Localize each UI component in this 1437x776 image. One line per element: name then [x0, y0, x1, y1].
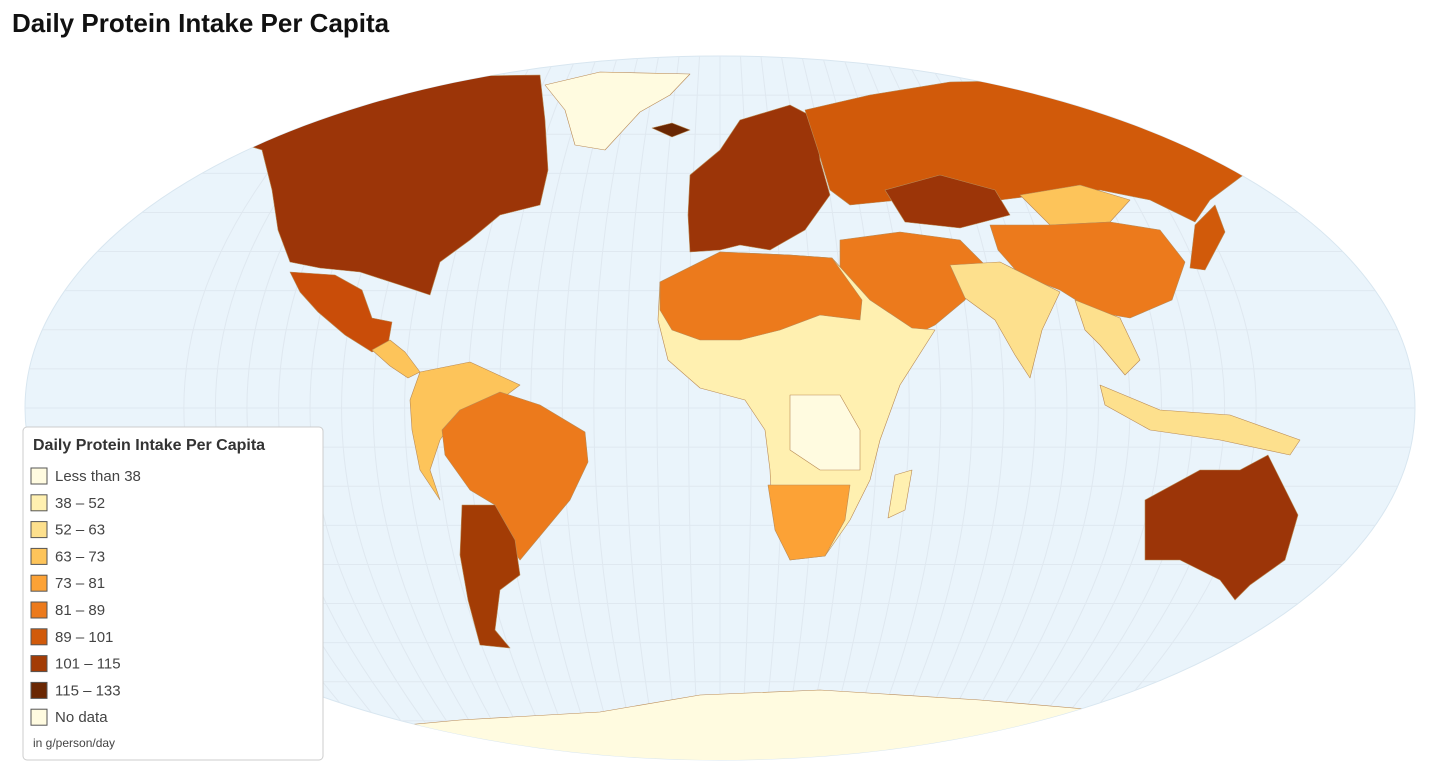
- kazakhstan: [884, 174, 1011, 229]
- brazil: [441, 391, 589, 561]
- legend-label: 115 – 133: [55, 682, 121, 699]
- legend-label: 63 – 73: [55, 548, 105, 565]
- legend-swatch: [30, 467, 48, 485]
- southeast-asia: [1074, 299, 1141, 376]
- legend-label: 73 – 81: [55, 575, 105, 592]
- mongolia: [1019, 184, 1131, 226]
- legend-swatch: [30, 494, 48, 512]
- greenland: [544, 71, 691, 151]
- indonesia: [1099, 384, 1301, 456]
- legend-swatch: [30, 628, 48, 646]
- legend-title: Daily Protein Intake Per Capita: [33, 437, 265, 454]
- iceland: [651, 122, 691, 138]
- legend-box: [22, 426, 324, 761]
- legend-label: 89 – 101: [55, 629, 113, 646]
- india: [949, 261, 1061, 379]
- japan: [1189, 204, 1226, 271]
- legend-swatch: [30, 601, 48, 619]
- legend-label: No data: [55, 709, 108, 726]
- madagascar: [887, 469, 913, 519]
- argentina: [459, 504, 521, 649]
- legend-label: 52 – 63: [55, 522, 105, 539]
- legend-swatch: [30, 574, 48, 592]
- legend-swatch: [30, 708, 48, 726]
- legend-label: 101 – 115: [55, 656, 121, 673]
- legend-label: 38 – 52: [55, 495, 105, 512]
- central-africa: [789, 394, 861, 471]
- legend-note: in g/person/day: [33, 736, 115, 750]
- north-africa: [659, 251, 863, 341]
- europe: [687, 104, 831, 253]
- australia: [1144, 454, 1299, 601]
- legend-label: 81 – 89: [55, 602, 105, 619]
- legend-label: Less than 38: [55, 468, 141, 485]
- legend-swatch: [30, 547, 48, 565]
- page-title: Daily Protein Intake Per Capita: [12, 8, 390, 38]
- legend-swatch: [30, 681, 48, 699]
- countries: [209, 71, 1366, 760]
- legend-swatch: [30, 521, 48, 539]
- legend-swatch: [30, 655, 48, 673]
- south-africa: [767, 484, 851, 561]
- legend: Daily Protein Intake Per Capita in g/per…: [22, 426, 324, 761]
